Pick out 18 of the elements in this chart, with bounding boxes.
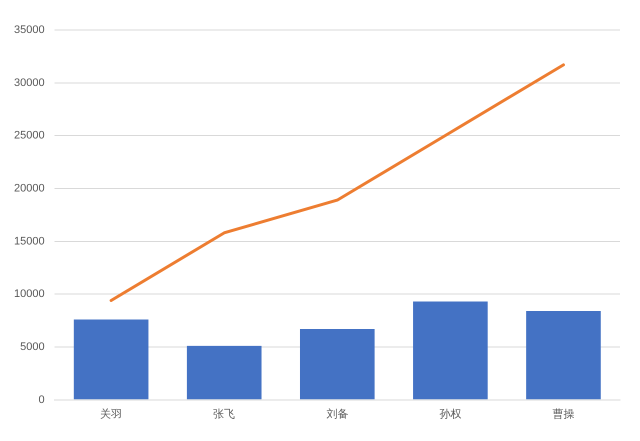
bar (413, 302, 488, 400)
y-tick-label: 20000 (14, 182, 45, 195)
y-tick-label: 15000 (14, 235, 45, 248)
x-tick-label: 孙权 (439, 407, 462, 420)
x-tick-label: 刘备 (326, 407, 348, 420)
y-tick-label: 0 (38, 394, 45, 406)
y-tick-label: 25000 (14, 130, 45, 142)
bar (300, 329, 375, 400)
y-tick-label: 10000 (14, 288, 45, 300)
bar (74, 320, 148, 400)
x-tick-label: 曹操 (552, 407, 574, 420)
y-tick-label: 30000 (14, 76, 45, 89)
bar (186, 346, 262, 400)
y-tick-label: 35000 (14, 24, 45, 36)
x-tick-label: 关羽 (100, 407, 122, 420)
x-tick-label: 张飞 (213, 407, 236, 420)
y-tick-label: 5000 (20, 341, 45, 354)
bar (526, 311, 601, 400)
